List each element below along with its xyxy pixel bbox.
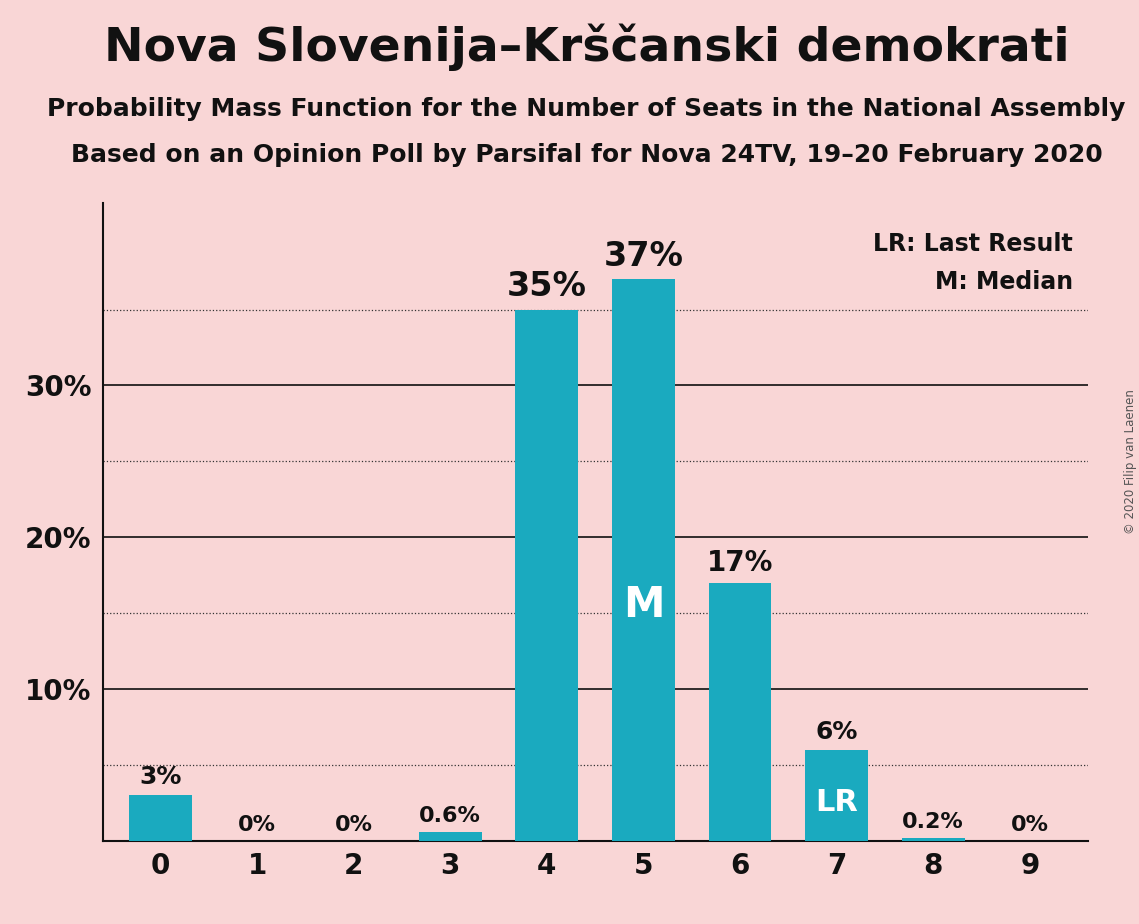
Text: 6%: 6% — [816, 720, 858, 744]
Text: LR: Last Result: LR: Last Result — [874, 232, 1073, 256]
Text: LR: LR — [816, 788, 858, 817]
Text: Nova Slovenija–Krščanski demokrati: Nova Slovenija–Krščanski demokrati — [104, 23, 1070, 70]
Text: 37%: 37% — [604, 240, 683, 274]
Text: 0%: 0% — [238, 815, 276, 834]
Text: Based on an Opinion Poll by Parsifal for Nova 24TV, 19–20 February 2020: Based on an Opinion Poll by Parsifal for… — [71, 143, 1103, 167]
Text: 3%: 3% — [139, 765, 181, 789]
Bar — [902, 838, 965, 841]
Bar — [419, 832, 482, 841]
Bar — [805, 749, 868, 841]
Text: M: Median: M: Median — [935, 270, 1073, 294]
Text: 35%: 35% — [507, 271, 587, 303]
Text: M: M — [623, 584, 664, 626]
Bar — [516, 310, 579, 841]
Text: 0.6%: 0.6% — [419, 806, 481, 826]
Text: 0%: 0% — [335, 815, 372, 834]
Text: © 2020 Filip van Laenen: © 2020 Filip van Laenen — [1124, 390, 1137, 534]
Bar — [708, 583, 771, 841]
Text: 0%: 0% — [1010, 815, 1049, 834]
Bar — [612, 279, 674, 841]
Bar — [129, 796, 191, 841]
Text: Probability Mass Function for the Number of Seats in the National Assembly: Probability Mass Function for the Number… — [48, 97, 1125, 121]
Text: 17%: 17% — [707, 549, 773, 577]
Text: 0.2%: 0.2% — [902, 811, 964, 832]
